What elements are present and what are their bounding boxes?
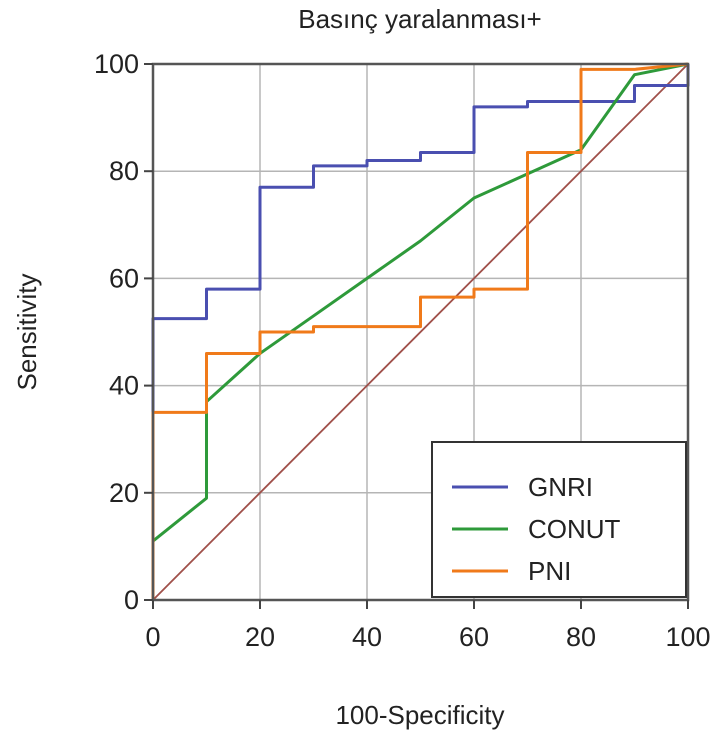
x-tick-label: 0 [145, 622, 160, 652]
x-tick-label: 100 [665, 622, 710, 652]
y-axis-ticks: 0 20 40 60 80 100 [94, 49, 153, 615]
y-tick-label: 100 [94, 49, 139, 79]
x-axis-ticks: 0 20 40 60 80 100 [145, 600, 711, 652]
x-tick-label: 40 [352, 622, 382, 652]
reference-diagonal-line [152, 63, 689, 601]
legend-label-gnri: GNRI [528, 472, 593, 502]
y-axis-label: Sensitivity [12, 273, 42, 390]
y-tick-label: 40 [109, 371, 139, 401]
series-line-pni [151, 62, 689, 600]
x-tick-label: 20 [245, 622, 275, 652]
legend-items: GNRI CONUT PNI [452, 472, 621, 586]
y-tick-label: 0 [124, 585, 139, 615]
series-layer [151, 62, 690, 601]
x-axis-label: 100-Specificity [335, 700, 504, 730]
chart-title: Basınç yaralanması+ [298, 4, 542, 34]
x-tick-label: 80 [566, 622, 596, 652]
plot-area-frame [151, 62, 690, 602]
x-tick-label: 60 [459, 622, 489, 652]
legend: GNRI CONUT PNI [431, 441, 687, 598]
y-tick-label: 80 [109, 156, 139, 186]
legend-label-conut: CONUT [528, 514, 621, 544]
y-tick-label: 20 [109, 478, 139, 508]
y-tick-label: 60 [109, 263, 139, 293]
legend-label-pni: PNI [528, 556, 571, 586]
